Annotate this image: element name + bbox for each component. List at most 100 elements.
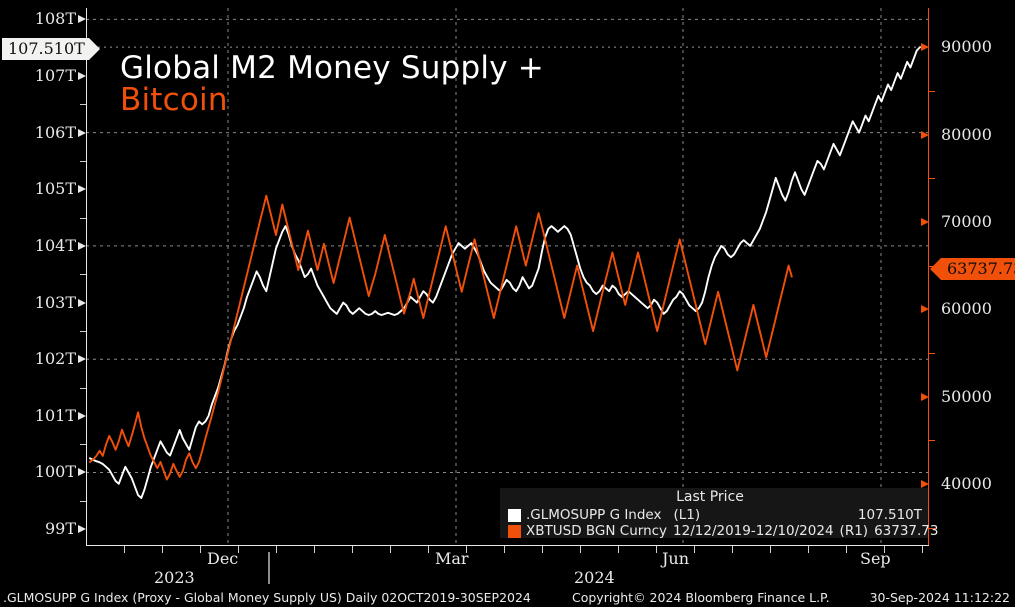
x-axis-month-label: Dec bbox=[207, 549, 239, 568]
right-axis-minor-tick bbox=[929, 352, 935, 354]
left-axis-tick-arrow-icon bbox=[78, 525, 86, 534]
left-axis-tick-arrow-icon bbox=[78, 355, 86, 364]
left-axis-tick-label: 103T bbox=[34, 292, 76, 312]
legend-series-range: 12/12/2019-12/10/2024 bbox=[673, 523, 834, 539]
x-axis-year-separator bbox=[268, 552, 270, 584]
x-axis-tick bbox=[200, 546, 201, 553]
x-axis-month-label: Sep bbox=[860, 549, 891, 568]
left-axis-tick-label: 102T bbox=[34, 349, 76, 369]
bottom-axis-line bbox=[86, 545, 929, 546]
legend-series-value: 63737.73 bbox=[874, 523, 939, 539]
right-axis-minor-tick bbox=[929, 90, 935, 92]
chart-title-line-1: Global M2 Money Supply + bbox=[120, 50, 544, 86]
right-axis-tick-label: 50000 bbox=[941, 386, 992, 406]
legend-row[interactable]: .GLMOSUPP G Index (L1) 107.510T bbox=[508, 507, 922, 523]
left-axis-tick-arrow-icon bbox=[78, 468, 86, 477]
left-axis-tick-arrow-icon bbox=[78, 15, 86, 24]
x-axis-tick bbox=[504, 546, 505, 553]
x-axis-tick bbox=[580, 546, 581, 553]
x-axis-month-label: Jun bbox=[662, 549, 690, 568]
left-axis-tick-label: 104T bbox=[34, 235, 76, 255]
left-axis-tick-arrow-icon bbox=[78, 241, 86, 250]
x-axis-tick bbox=[770, 546, 771, 553]
legend-series-name: XBTUSD BGN Curncy bbox=[526, 523, 668, 539]
x-axis-tick bbox=[732, 546, 733, 553]
x-axis-tick bbox=[846, 546, 847, 553]
x-axis-tick bbox=[618, 546, 619, 553]
right-last-price-badge[interactable]: 63737.73 bbox=[929, 258, 1015, 280]
right-axis-tick-label: 70000 bbox=[941, 211, 992, 231]
x-axis-tick bbox=[238, 546, 239, 553]
right-axis-tick-arrow-icon bbox=[921, 305, 929, 314]
left-axis-tick-arrow-icon bbox=[78, 411, 86, 420]
left-axis-minor-tick bbox=[80, 160, 86, 162]
series-line-bitcoin bbox=[89, 194, 793, 481]
left-axis-tick-label: 105T bbox=[34, 179, 76, 199]
right-axis-tick-arrow-icon bbox=[921, 479, 929, 488]
x-axis-year-label: 2023 bbox=[154, 568, 195, 587]
status-bar-timestamp: 30-Sep-2024 11:12:22 bbox=[869, 590, 1010, 605]
left-axis-tick-label: 107T bbox=[34, 65, 76, 85]
right-axis-tick-label: 60000 bbox=[941, 299, 992, 319]
legend-swatch-icon bbox=[508, 524, 521, 538]
right-axis-tick-label: 80000 bbox=[941, 124, 992, 144]
right-axis-minor-tick bbox=[929, 440, 935, 442]
legend-row[interactable]: XBTUSD BGN Curncy 12/12/2019-12/10/2024 … bbox=[508, 523, 938, 539]
right-axis-line bbox=[928, 8, 929, 545]
right-axis-tick-arrow-icon bbox=[921, 130, 929, 139]
legend-swatch-icon bbox=[508, 508, 521, 522]
chart-canvas bbox=[86, 8, 928, 545]
left-axis-minor-tick bbox=[80, 387, 86, 389]
x-axis-tick bbox=[352, 546, 353, 553]
left-axis-minor-tick bbox=[80, 104, 86, 106]
right-axis-tick-arrow-icon bbox=[921, 43, 929, 52]
left-axis-minor-tick bbox=[80, 500, 86, 502]
left-axis-tick-label: 108T bbox=[34, 9, 76, 29]
chart-legend[interactable]: Last Price .GLMOSUPP G Index (L1) 107.51… bbox=[500, 488, 938, 539]
left-axis-tick-arrow-icon bbox=[78, 128, 86, 137]
left-axis-minor-tick bbox=[80, 217, 86, 219]
status-bar-security-description: .GLMOSUPP G Index (Proxy - Global Money … bbox=[3, 590, 531, 605]
x-axis-tick bbox=[390, 546, 391, 553]
legend-series-axis: (L1) bbox=[673, 507, 701, 523]
x-axis-tick bbox=[808, 546, 809, 553]
left-axis-tick-arrow-icon bbox=[78, 185, 86, 194]
x-axis-tick bbox=[656, 546, 657, 553]
left-axis-minor-tick bbox=[80, 274, 86, 276]
right-axis-minor-tick bbox=[929, 178, 935, 180]
legend-series-axis: (R1) bbox=[839, 523, 869, 539]
status-bar: .GLMOSUPP G Index (Proxy - Global Money … bbox=[0, 588, 1015, 607]
right-axis-tick-arrow-icon bbox=[921, 392, 929, 401]
left-axis-tick-label: 99T bbox=[44, 519, 76, 539]
left-axis-minor-tick bbox=[80, 330, 86, 332]
plot-area[interactable] bbox=[86, 8, 928, 545]
left-axis-tick-arrow-icon bbox=[78, 298, 86, 307]
x-axis-tick bbox=[124, 546, 125, 553]
legend-series-name: .GLMOSUPP G Index bbox=[526, 507, 662, 523]
chart-title: Global M2 Money Supply + Bitcoin bbox=[120, 50, 544, 119]
left-axis-tick-label: 106T bbox=[34, 122, 76, 142]
right-axis-tick-label: 90000 bbox=[941, 37, 992, 57]
right-axis-tick-label: 40000 bbox=[941, 473, 992, 493]
x-axis-tick bbox=[314, 546, 315, 553]
right-axis-minor-tick bbox=[929, 527, 935, 529]
left-axis-minor-tick bbox=[80, 444, 86, 446]
legend-series-value: 107.510T bbox=[857, 507, 922, 523]
x-axis-tick bbox=[922, 546, 923, 553]
status-bar-copyright: Copyright© 2024 Bloomberg Finance L.P. bbox=[572, 590, 830, 605]
x-axis-tick bbox=[276, 546, 277, 553]
left-axis-tick-label: 100T bbox=[34, 462, 76, 482]
left-last-price-badge[interactable]: 107.510T bbox=[2, 38, 100, 60]
left-axis-line bbox=[86, 8, 87, 545]
legend-header: Last Price bbox=[676, 489, 744, 505]
x-axis-tick bbox=[466, 546, 467, 553]
x-axis-year-label: 2024 bbox=[574, 568, 615, 587]
x-axis-tick bbox=[884, 546, 885, 553]
x-axis-tick bbox=[428, 546, 429, 553]
x-axis-tick bbox=[694, 546, 695, 553]
left-axis-tick-label: 101T bbox=[34, 405, 76, 425]
chart-title-line-2: Bitcoin bbox=[120, 82, 228, 119]
x-axis-tick bbox=[542, 546, 543, 553]
x-axis-tick bbox=[162, 546, 163, 553]
